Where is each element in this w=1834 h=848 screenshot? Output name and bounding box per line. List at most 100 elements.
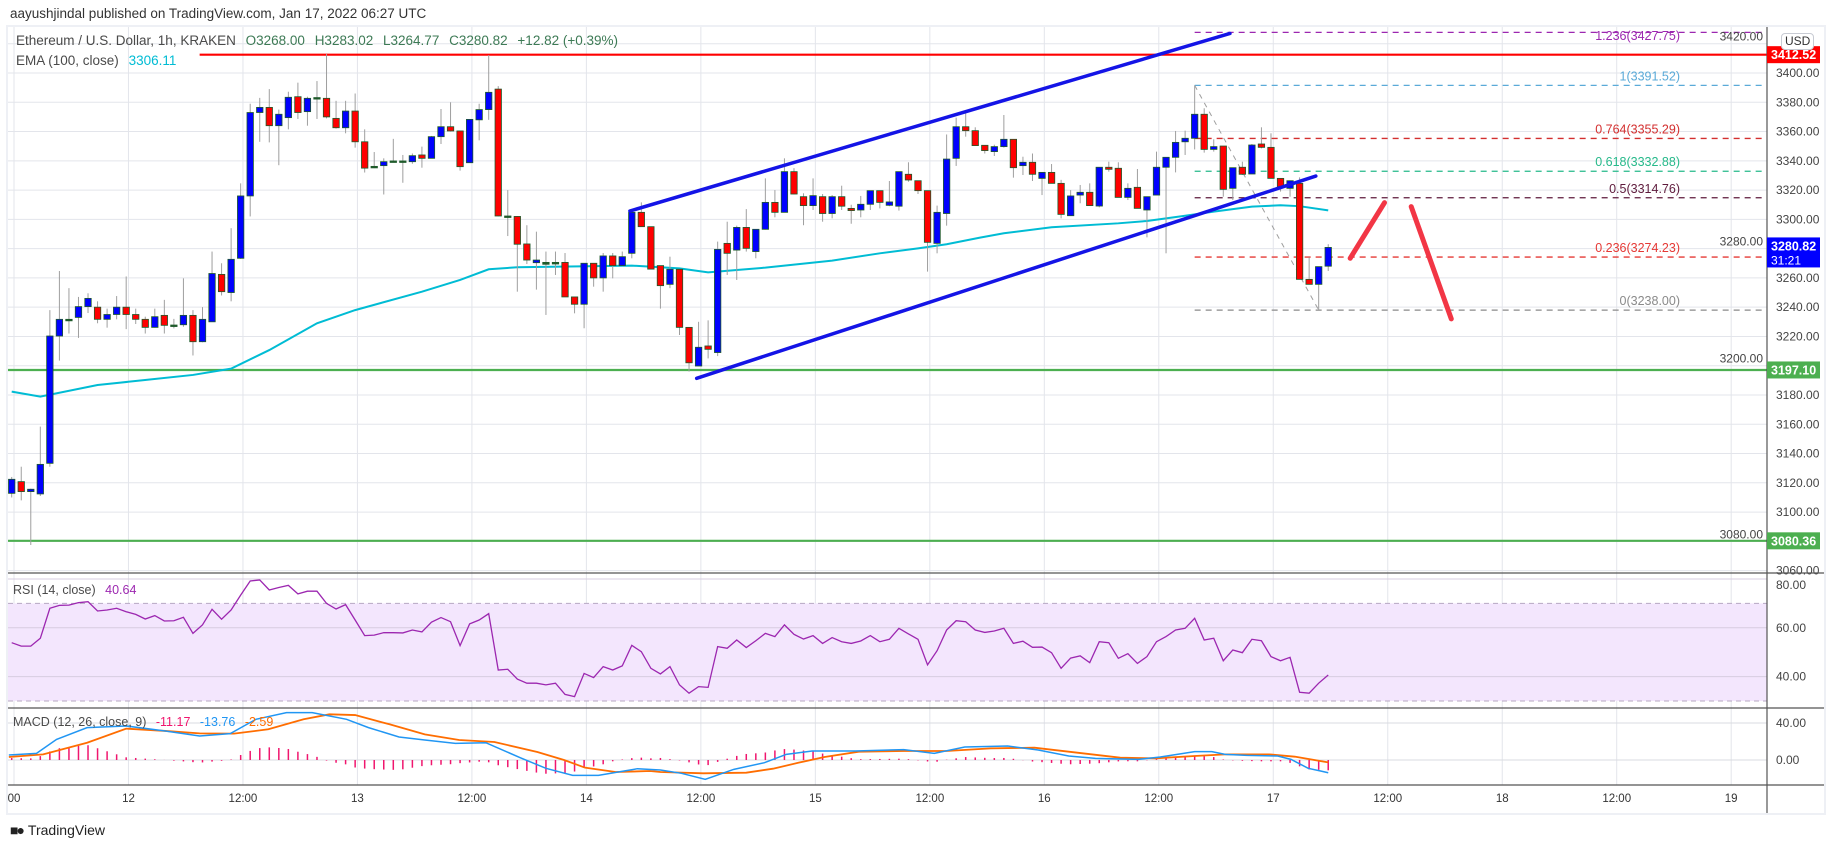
candle[interactable] [1210,139,1218,152]
candle[interactable] [122,276,130,330]
candle[interactable] [523,225,531,264]
lower-support-price-badge[interactable]: 3080.36 [1767,532,1820,550]
candle[interactable] [551,251,560,275]
candle[interactable] [93,301,102,324]
candle[interactable] [74,296,83,338]
candle[interactable] [580,262,588,329]
candle[interactable] [275,109,283,166]
candle[interactable] [103,308,111,328]
candle[interactable] [332,100,340,129]
projection-up-stroke[interactable] [1347,200,1388,261]
candle[interactable] [132,308,140,325]
candle[interactable] [885,181,893,207]
rsi-label[interactable]: RSI (14, close) [13,583,96,597]
candle[interactable] [962,111,970,137]
candle[interactable] [799,193,808,226]
candle[interactable] [1296,177,1304,280]
candle[interactable] [971,127,979,146]
candle[interactable] [570,296,579,314]
candle[interactable] [914,180,922,195]
candle[interactable] [1200,108,1208,153]
candle[interactable] [647,226,655,270]
candle[interactable] [1047,164,1056,184]
candle[interactable] [1229,167,1237,201]
candle[interactable] [341,100,350,134]
candle[interactable] [590,262,598,287]
candle[interactable] [714,241,722,357]
candle[interactable] [198,307,207,343]
candle[interactable] [456,130,464,171]
candle[interactable] [294,82,302,119]
tradingview-brand[interactable]: ■● TradingView [10,822,105,838]
candle[interactable] [17,466,25,501]
candle[interactable] [618,251,626,267]
candle[interactable] [1019,156,1027,176]
candle[interactable] [599,253,607,292]
candle[interactable] [1095,166,1103,208]
candle[interactable] [1257,127,1266,149]
price-pane[interactable]: 1.236(3427.75) 1(3391.52) 0.764(3355.29) 0.… [8,29,1767,546]
candle[interactable] [84,293,92,314]
candle[interactable] [265,89,273,143]
candle[interactable] [513,215,521,292]
candle[interactable] [446,102,455,132]
candle[interactable] [437,109,445,144]
candle[interactable] [1238,161,1246,176]
candle[interactable] [427,135,436,159]
candle[interactable] [943,134,951,226]
candle[interactable] [1009,138,1018,178]
candle[interactable] [1086,183,1094,207]
candle[interactable] [1133,169,1142,209]
candle[interactable] [904,162,913,182]
candle[interactable] [542,251,550,315]
candle[interactable] [1248,143,1256,175]
channel-lower-trendline[interactable] [694,174,1318,381]
candle[interactable] [1162,156,1170,254]
candle[interactable] [361,129,369,173]
candle[interactable] [170,318,178,329]
rsi-pane[interactable] [8,578,1767,702]
candle[interactable] [246,103,254,217]
candle[interactable] [847,204,855,224]
candle[interactable] [370,152,378,169]
candle[interactable] [1000,115,1008,148]
candle[interactable] [1315,266,1323,311]
candle[interactable] [1219,145,1227,197]
candle[interactable] [532,231,541,290]
candle[interactable] [1105,161,1113,172]
candle[interactable] [351,93,359,148]
candle[interactable] [55,271,64,361]
candle[interactable] [1038,171,1046,196]
candle[interactable] [1124,183,1132,201]
candle[interactable] [418,146,426,168]
resistance-price-badge[interactable]: 3412.52 [1767,46,1820,64]
candle[interactable] [113,296,121,320]
currency-badge[interactable]: USD [1781,33,1815,50]
candle[interactable] [819,194,827,222]
candle[interactable] [466,118,474,164]
candle[interactable] [675,268,684,335]
candle[interactable] [752,228,760,259]
candle[interactable] [666,256,674,289]
candle[interactable] [227,228,235,302]
candle[interactable] [494,86,502,217]
candle[interactable] [475,103,483,141]
ema-label[interactable]: EMA (100, close) [16,53,119,68]
candle[interactable] [866,190,874,210]
candle[interactable] [733,225,741,280]
candle[interactable] [933,205,941,254]
candle[interactable] [65,288,73,334]
candle[interactable] [284,91,292,130]
candle[interactable] [1057,179,1065,219]
candle[interactable] [656,265,665,309]
candle[interactable] [876,190,884,209]
candle[interactable] [46,310,54,467]
candle[interactable] [857,195,865,218]
candle[interactable] [504,190,512,237]
candle[interactable] [895,171,903,211]
candle[interactable] [237,183,245,259]
candle[interactable] [8,476,16,498]
candle[interactable] [723,221,731,275]
candle[interactable] [189,310,197,356]
projection-down-stroke[interactable] [1408,204,1454,322]
